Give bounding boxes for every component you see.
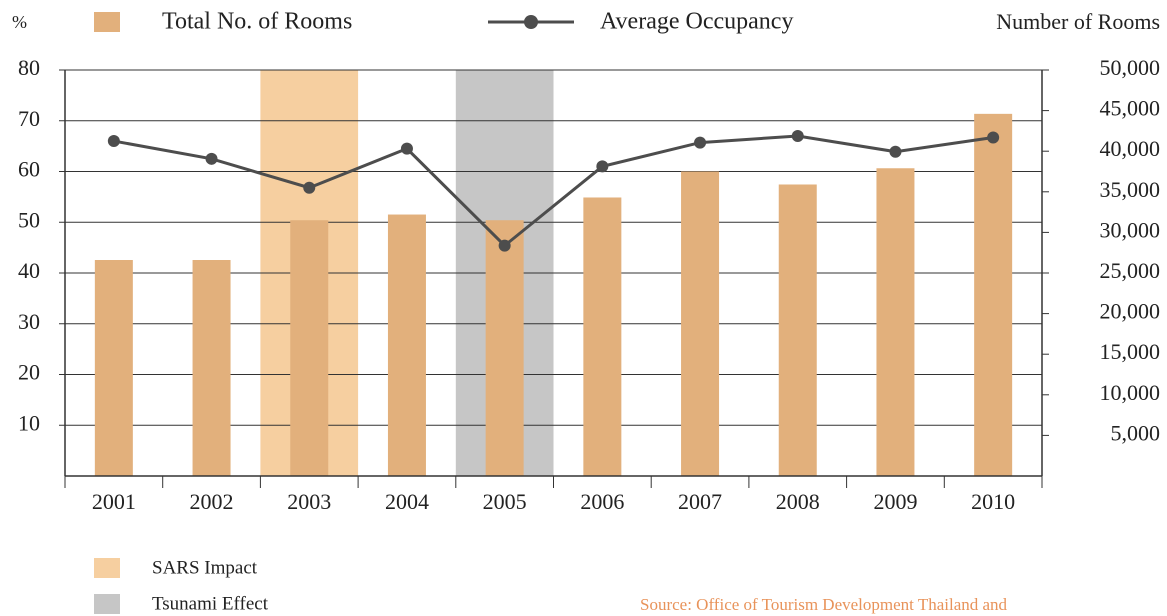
x-tick-label: 2008 [776,489,820,514]
source: Source: Office of Tourism Development Th… [640,595,1008,614]
y2-tick-label: 40,000 [1100,136,1161,161]
x-tick-label: 2004 [385,489,429,514]
y2-axis-label: Number of Rooms [996,9,1160,34]
y2-tick-label: 20,000 [1100,299,1161,324]
line-point [205,152,218,165]
bar [192,260,231,476]
bar [876,168,915,476]
y2-tick-label: 25,000 [1100,258,1161,283]
y-tick-label: 20 [18,360,40,385]
y-tick-label: 50 [18,207,40,232]
x-tick-label: 2010 [971,489,1015,514]
x-tick-label: 2003 [287,489,331,514]
y-tick-label: 40 [18,258,40,283]
line [113,134,994,248]
highlight-legend-swatch [94,594,120,614]
bar [583,197,622,476]
y2-tick-label: 30,000 [1100,217,1161,242]
line-point [987,131,1000,144]
legend-label: Total No. of Rooms [162,9,352,35]
y2-tick-label: 15,000 [1100,339,1161,364]
highlight-legend-label: SARS Impact [152,557,258,578]
line-point [400,142,413,155]
y-axis-label: % [12,12,27,32]
bar [778,184,817,476]
line-point [498,239,511,252]
bar [485,220,524,476]
legend-swatch [94,12,120,32]
line-point [596,160,609,173]
y2-tick-label: 45,000 [1100,96,1161,121]
line-point [694,136,707,149]
highlight-legend-label: Tsunami Effect [152,593,269,614]
x-tick-label: 2006 [580,489,624,514]
bar [387,214,426,476]
y2-tick-label: 5,000 [1111,420,1161,445]
legend-marker [524,15,538,29]
y2-tick-label: 35,000 [1100,177,1161,202]
x-tick-label: 2009 [873,489,917,514]
y2-tick-label: 10,000 [1100,380,1161,405]
legend-label: Average Occupancy [600,9,793,35]
y-tick-label: 30 [18,309,40,334]
y-tick-label: 60 [18,157,40,182]
bar [681,171,720,476]
line-point [791,129,804,142]
x-tick-label: 2002 [190,489,234,514]
y2-tick-label: 50,000 [1100,55,1161,80]
line-point [303,181,316,194]
line-point [889,145,902,158]
y-tick-label: 70 [18,106,40,131]
x-tick-label: 2001 [92,489,136,514]
line-point [107,135,120,148]
x-tick-label: 2005 [483,489,527,514]
y-tick-label: 10 [18,410,40,435]
highlight-legend-swatch [94,558,120,578]
bar [290,220,329,476]
x-tick-label: 2007 [678,489,722,514]
y-tick-label: 80 [18,55,40,80]
bar [94,260,133,476]
bar [974,113,1013,477]
